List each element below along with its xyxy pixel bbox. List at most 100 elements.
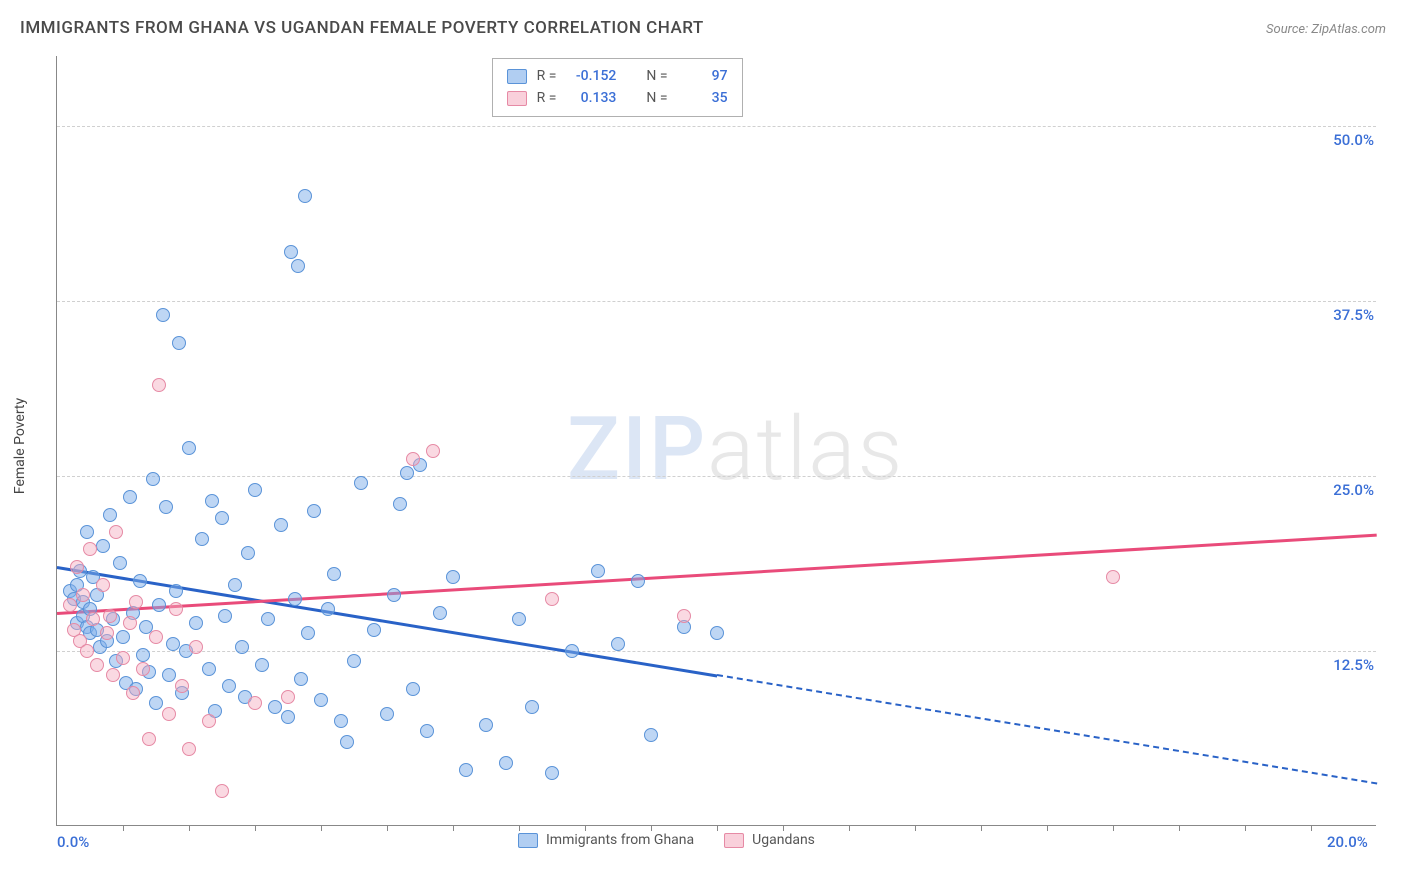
data-point: [169, 584, 183, 598]
y-tick-label: 50.0%: [1329, 131, 1378, 149]
data-point: [268, 700, 282, 714]
data-point: [116, 630, 130, 644]
data-point: [281, 710, 295, 724]
data-point: [80, 644, 94, 658]
data-point: [644, 728, 658, 742]
data-point: [126, 686, 140, 700]
data-point: [218, 609, 232, 623]
y-tick-label: 25.0%: [1329, 481, 1378, 499]
data-point: [202, 662, 216, 676]
data-point: [400, 466, 414, 480]
data-point: [159, 500, 173, 514]
data-point: [291, 259, 305, 273]
legend-item-ghana: Immigrants from Ghana: [518, 832, 694, 848]
x-tick-mark: [1047, 825, 1048, 831]
x-tick-mark: [1179, 825, 1180, 831]
data-point: [274, 518, 288, 532]
x-tick-mark: [387, 825, 388, 831]
y-tick-label: 12.5%: [1329, 656, 1378, 674]
data-point: [380, 707, 394, 721]
data-point: [86, 612, 100, 626]
data-point: [347, 654, 361, 668]
data-point: [133, 574, 147, 588]
data-point: [334, 714, 348, 728]
data-point: [281, 690, 295, 704]
x-tick-mark: [915, 825, 916, 831]
data-point: [103, 508, 117, 522]
data-point: [261, 612, 275, 626]
data-point: [525, 700, 539, 714]
data-point: [100, 626, 114, 640]
data-point: [307, 504, 321, 518]
legend-item-ugandans: Ugandans: [724, 832, 815, 848]
data-point: [182, 742, 196, 756]
data-point: [202, 714, 216, 728]
swatch-blue: [518, 833, 538, 848]
data-point: [512, 612, 526, 626]
data-point: [545, 592, 559, 606]
data-point: [354, 476, 368, 490]
data-point: [222, 679, 236, 693]
x-tick-mark: [717, 825, 718, 831]
watermark-atlas: atlas: [707, 398, 904, 501]
r-value-ugandans: 0.133: [566, 87, 616, 109]
data-point: [433, 606, 447, 620]
x-tick-mark: [585, 825, 586, 831]
data-point: [96, 578, 110, 592]
data-point: [591, 564, 605, 578]
data-point: [294, 672, 308, 686]
x-tick-mark: [453, 825, 454, 831]
x-tick-mark: [189, 825, 190, 831]
data-point: [288, 592, 302, 606]
data-point: [205, 494, 219, 508]
data-point: [106, 668, 120, 682]
n-value-ghana: 97: [678, 65, 728, 87]
r-label: R =: [537, 65, 557, 87]
data-point: [406, 452, 420, 466]
r-value-ghana: -0.152: [566, 65, 616, 87]
x-tick-mark: [849, 825, 850, 831]
data-point: [76, 588, 90, 602]
data-point: [710, 626, 724, 640]
data-point: [129, 595, 143, 609]
data-point: [63, 598, 77, 612]
data-point: [545, 766, 559, 780]
series-legend: Immigrants from Ghana Ugandans: [518, 832, 815, 848]
data-point: [387, 588, 401, 602]
x-tick-mark: [321, 825, 322, 831]
data-point: [96, 539, 110, 553]
data-point: [420, 724, 434, 738]
grid-line: [57, 476, 1376, 477]
data-point: [248, 483, 262, 497]
x-tick-mark: [519, 825, 520, 831]
data-point: [123, 490, 137, 504]
y-axis-label: Female Poverty: [12, 398, 28, 494]
data-point: [235, 640, 249, 654]
legend-label-ugandans: Ugandans: [752, 832, 815, 848]
data-point: [152, 378, 166, 392]
trend-line: [57, 534, 1377, 615]
swatch-pink: [724, 833, 744, 848]
y-tick-label: 37.5%: [1329, 306, 1378, 324]
x-tick-label: 20.0%: [1327, 833, 1368, 851]
data-point: [156, 308, 170, 322]
data-point: [255, 658, 269, 672]
data-point: [136, 662, 150, 676]
data-point: [90, 658, 104, 672]
data-point: [175, 679, 189, 693]
data-point: [426, 444, 440, 458]
data-point: [152, 598, 166, 612]
data-point: [298, 189, 312, 203]
watermark-zip: ZIP: [567, 398, 707, 501]
data-point: [406, 682, 420, 696]
data-point: [215, 511, 229, 525]
data-point: [327, 567, 341, 581]
data-point: [228, 578, 242, 592]
data-point: [393, 497, 407, 511]
trend-line: [57, 566, 717, 677]
data-point: [166, 637, 180, 651]
legend-label-ghana: Immigrants from Ghana: [546, 832, 694, 848]
data-point: [301, 626, 315, 640]
grid-line: [57, 651, 1376, 652]
data-point: [182, 441, 196, 455]
